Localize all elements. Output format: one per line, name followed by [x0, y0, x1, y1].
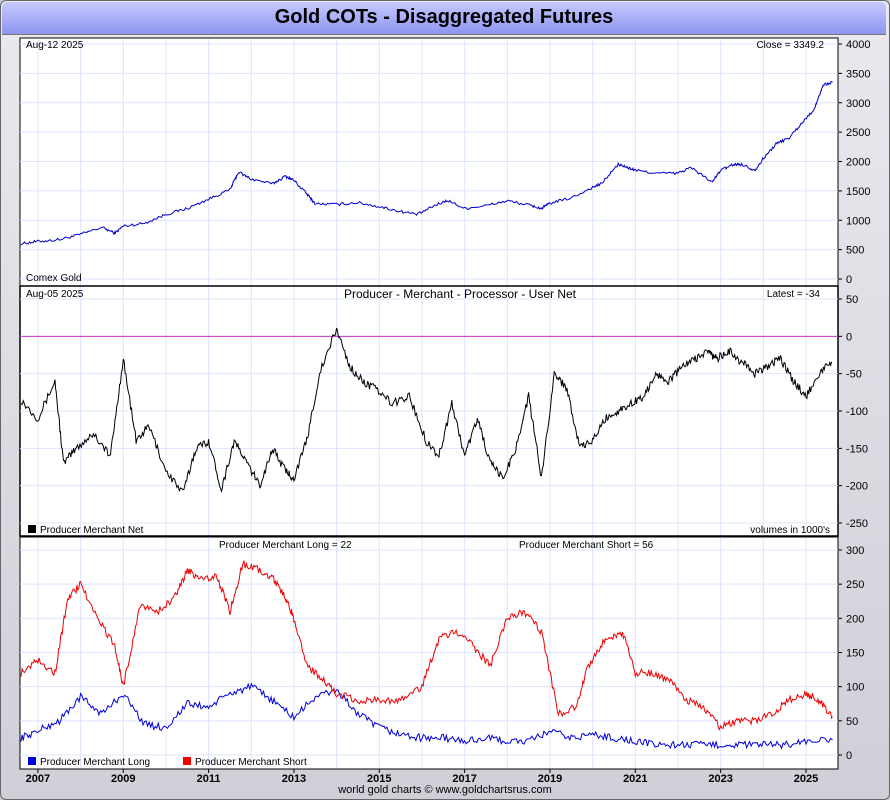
long-legend-swatch: [28, 757, 36, 765]
series-line-producer-merchant-net: [20, 327, 833, 494]
x-tick-label: 2015: [367, 773, 391, 785]
y-tick-label: -150: [846, 443, 868, 455]
long-legend-label: Producer Merchant Long: [40, 757, 150, 768]
x-tick-label: 2023: [708, 773, 732, 785]
short-legend-swatch: [183, 757, 191, 765]
x-tick-label: 2025: [794, 773, 818, 785]
x-tick-label: 2011: [197, 773, 221, 785]
y-tick-label: 3500: [846, 68, 870, 80]
y-tick-label: -250: [846, 518, 868, 530]
x-tick-label: 2019: [538, 773, 562, 785]
y-tick-label: -200: [846, 481, 868, 493]
y-tick-label: 50: [846, 716, 858, 728]
volumes-note: volumes in 1000's: [750, 525, 830, 536]
title-bar: Gold COTs - Disaggregated Futures: [2, 2, 886, 35]
net-date-label: Aug-05 2025: [26, 289, 84, 300]
net-y-ticks: 50 0 -50 -100 -150 -200 -250: [838, 294, 868, 530]
longshort-grid: [20, 538, 838, 768]
x-tick-label: 2021: [623, 773, 647, 785]
net-latest-label: Latest = -34: [767, 289, 821, 300]
page-title: Gold COTs - Disaggregated Futures: [274, 6, 614, 28]
price-y-ticks: 4000 3500 3000 2500 2000 1500 1000 500 0: [838, 39, 870, 286]
y-tick-label: 2000: [846, 157, 870, 169]
series-line-producer-merchant-long: [20, 682, 833, 750]
x-tick-label: 2007: [26, 773, 50, 785]
y-tick-label: -50: [846, 369, 862, 381]
y-tick-label: 0: [846, 274, 852, 286]
y-tick-label: 50: [846, 294, 858, 306]
price-series: [20, 80, 833, 246]
price-series-label: Comex Gold: [26, 273, 82, 284]
net-series: [20, 327, 833, 494]
long-latest-label: Producer Merchant Long = 22: [219, 540, 352, 551]
y-tick-label: 2500: [846, 127, 870, 139]
series-line-comex-gold: [20, 80, 833, 246]
y-tick-label: 100: [846, 682, 864, 694]
longshort-series: [20, 559, 833, 750]
price-grid: [20, 39, 838, 285]
y-tick-label: 200: [846, 613, 864, 625]
y-tick-label: 1000: [846, 215, 870, 227]
x-tick-label: 2013: [282, 773, 306, 785]
footer-credit: world gold charts © www.goldchartsrus.co…: [338, 784, 552, 796]
price-date-label: Aug-12 2025: [26, 40, 84, 51]
y-tick-label: 300: [846, 545, 864, 557]
longshort-y-ticks: 300 250 200 150 100 50 0: [838, 545, 864, 762]
series-line-producer-merchant-short: [20, 559, 833, 731]
y-tick-label: -100: [846, 406, 868, 418]
short-legend-label: Producer Merchant Short: [195, 757, 307, 768]
y-tick-label: 500: [846, 245, 864, 257]
x-axis: 2007 2009 2011 2013 2015 2017 2019 2021 2023 2025: [26, 769, 818, 785]
short-latest-label: Producer Merchant Short = 56: [519, 540, 654, 551]
y-tick-label: 3000: [846, 98, 870, 110]
net-legend-swatch: [28, 525, 36, 533]
y-tick-label: 150: [846, 648, 864, 660]
net-title: Producer - Merchant - Processor - User N…: [344, 287, 577, 301]
y-tick-label: 250: [846, 579, 864, 591]
y-tick-label: 0: [846, 331, 852, 343]
y-tick-label: 0: [846, 750, 852, 762]
y-tick-label: 4000: [846, 39, 870, 51]
price-close-label: Close = 3349.2: [756, 40, 824, 51]
y-tick-label: 1500: [846, 186, 870, 198]
x-tick-label: 2009: [111, 773, 135, 785]
net-legend-label: Producer Merchant Net: [40, 525, 144, 536]
x-tick-label: 2017: [452, 773, 476, 785]
